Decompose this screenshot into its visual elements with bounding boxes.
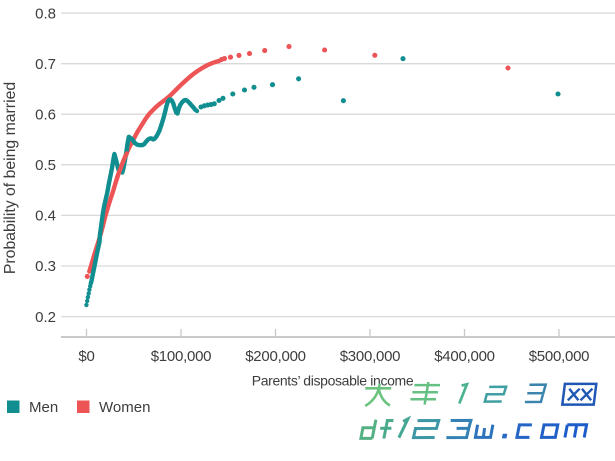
svg-text:0.6: 0.6 — [35, 106, 56, 123]
svg-text:0.7: 0.7 — [35, 56, 56, 73]
svg-text:$300,000: $300,000 — [340, 348, 401, 365]
svg-text:0.8: 0.8 — [35, 5, 56, 22]
svg-text:$500,000: $500,000 — [529, 348, 590, 365]
svg-text:$200,000: $200,000 — [245, 348, 306, 365]
svg-text:Women: Women — [99, 399, 150, 416]
svg-text:$0: $0 — [78, 348, 94, 365]
svg-text:$100,000: $100,000 — [151, 348, 212, 365]
svg-text:Men: Men — [29, 399, 58, 416]
svg-text:0.2: 0.2 — [35, 309, 56, 326]
svg-text:$400,000: $400,000 — [434, 348, 495, 365]
svg-text:Parents’ disposable income: Parents’ disposable income — [252, 373, 414, 389]
svg-text:0.4: 0.4 — [35, 208, 56, 225]
svg-text:Probability of being married: Probability of being married — [2, 82, 19, 274]
svg-text:0.3: 0.3 — [35, 258, 56, 275]
svg-text:0.5: 0.5 — [35, 157, 56, 174]
